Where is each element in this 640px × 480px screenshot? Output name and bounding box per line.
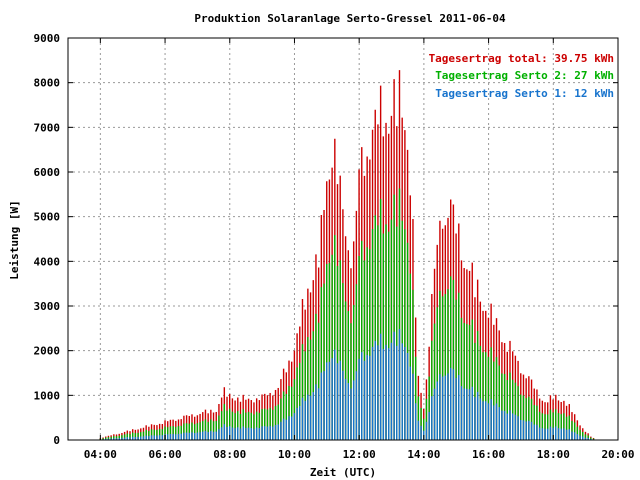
ticks: 0 1000 2000 3000 4000 5000 6000 7000 8000 9000 04:…	[34, 32, 635, 461]
legend-total: Tagesertrag total: 39.75 kWh	[429, 52, 614, 65]
x-axis-label: Zeit (UTC)	[310, 466, 376, 479]
x-tick-label: 20:00	[601, 448, 634, 461]
y-tick-label: 3000	[34, 300, 61, 313]
y-tick-label: 0	[53, 434, 60, 447]
x-tick-label: 14:00	[407, 448, 440, 461]
y-tick-label: 4000	[34, 255, 61, 268]
x-tick-label: 18:00	[537, 448, 570, 461]
y-tick-label: 7000	[34, 121, 61, 134]
y-tick-label: 5000	[34, 211, 61, 224]
y-tick-label: 1000	[34, 389, 61, 402]
x-tick-label: 10:00	[278, 448, 311, 461]
legend: Tagesertrag total: 39.75 kWh Tagesertrag…	[429, 52, 614, 100]
chart-title: Produktion Solaranlage Serto-Gressel 201…	[194, 12, 506, 25]
bars	[99, 70, 595, 440]
y-tick-label: 2000	[34, 345, 61, 358]
x-tick-label: 16:00	[472, 448, 505, 461]
y-tick-label: 6000	[34, 166, 61, 179]
x-tick-label: 04:00	[84, 448, 117, 461]
legend-serto1: Tagesertrag Serto 1: 12 kWh	[435, 87, 614, 100]
y-axis-label: Leistung [W]	[8, 200, 21, 279]
y-tick-label: 9000	[34, 32, 61, 45]
plot-frame	[67, 37, 619, 441]
x-tick-label: 08:00	[213, 448, 246, 461]
x-tick-label: 12:00	[343, 448, 376, 461]
legend-serto2: Tagesertrag Serto 2: 27 kWh	[435, 69, 614, 82]
x-tick-label: 06:00	[148, 448, 181, 461]
y-tick-label: 8000	[34, 77, 61, 90]
